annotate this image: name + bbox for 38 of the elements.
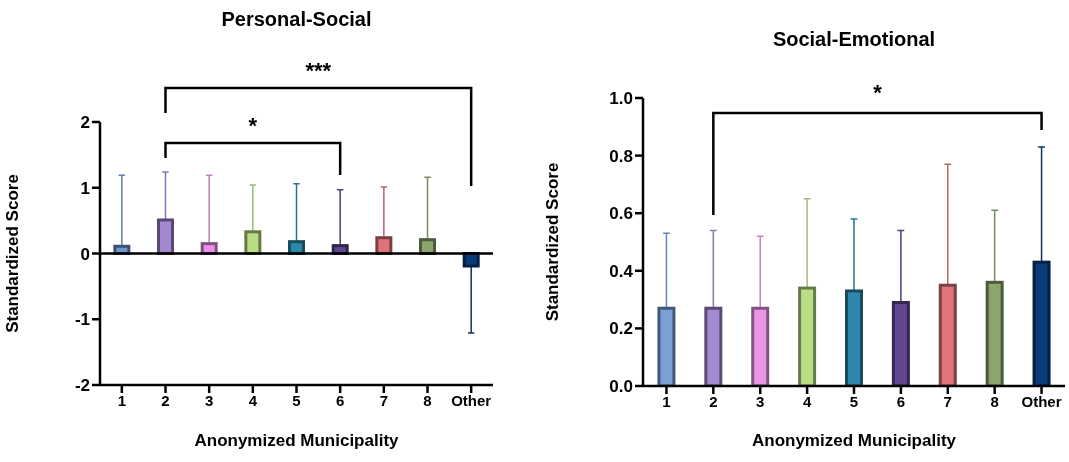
x-tick-label: 2 [161,391,170,409]
x-tick-label: 1 [117,391,127,409]
chart-title: Personal-Social [220,8,373,31]
x-axis-title: Anonymized Municipality [194,431,400,450]
x-tick-label: 7 [379,391,389,409]
y-tick-label: 0.8 [609,146,633,166]
x-tick-label: 8 [990,392,999,410]
x-tick-label: 2 [709,392,718,410]
y-tick-label: 1.0 [609,89,633,109]
y-tick-label: 0.6 [609,204,633,224]
x-tick-label: Other [451,391,492,409]
y-tick-label: 0.0 [609,377,633,397]
annotation: * [873,80,883,105]
x-tick-label: 3 [204,391,214,409]
y-tick-label: -2 [74,376,90,396]
y-axis-title: Standardized Score [543,162,563,322]
y-tick-label: 0.2 [609,319,633,339]
x-tick-label: 4 [248,391,258,409]
y-tick-label: -1 [74,310,90,330]
y-axis-title: Standardized Score [3,174,23,333]
x-tick-label: Other [1021,392,1062,410]
annotation: * [248,113,258,138]
y-tick-label: 0.4 [609,261,634,281]
y-tick-label: 0 [80,244,90,264]
x-axis-title: Anonymized Municipality [751,431,957,450]
x-tick-label: 1 [662,392,671,410]
x-tick-label: 5 [292,391,301,409]
chart-title: Social-Emotional [771,28,937,51]
x-tick-label: 3 [756,392,765,410]
x-tick-label: 7 [943,392,952,410]
y-tick-label: 2 [80,113,90,133]
text: *** [305,58,332,83]
x-tick-label: 5 [849,392,859,410]
x-tick-label: 6 [335,391,345,409]
y-tick-label: 1 [80,178,90,198]
x-tick-label: 4 [802,392,812,410]
x-tick-label: 6 [896,392,906,410]
x-tick-label: 8 [423,391,432,409]
